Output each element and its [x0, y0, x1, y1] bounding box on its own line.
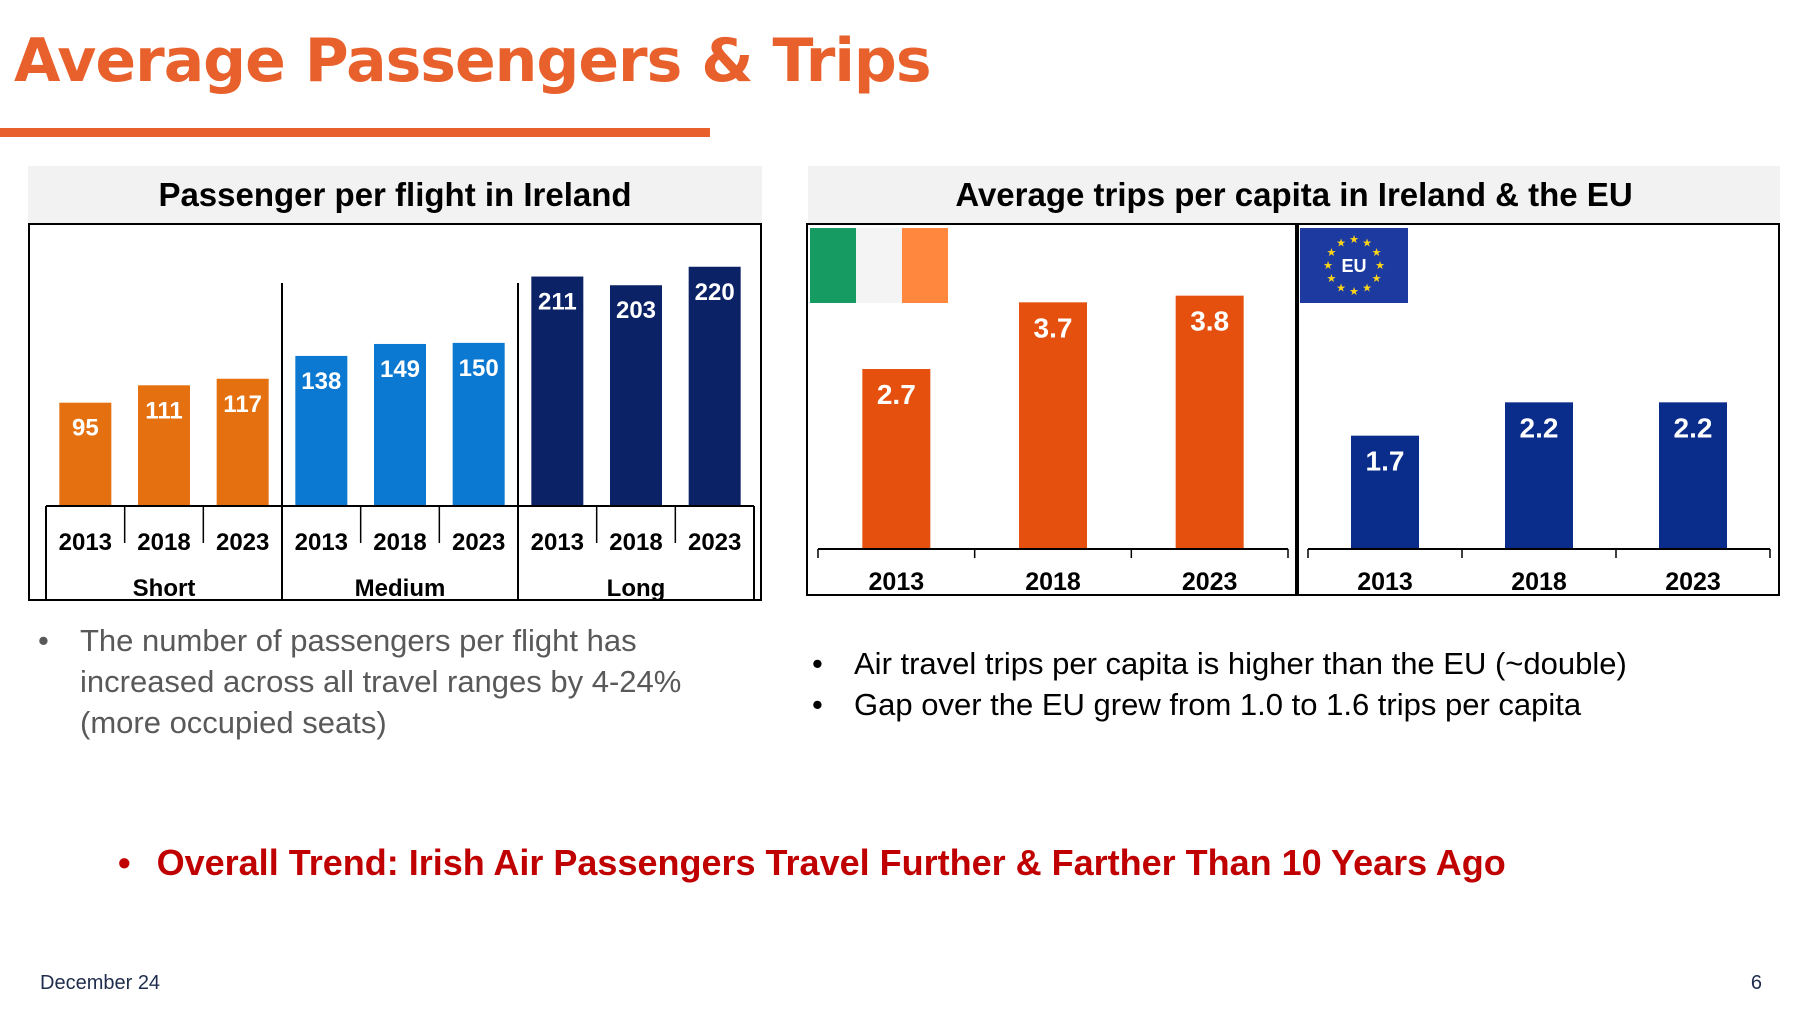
trips-per-capita-chart: 2.7 2013 3.7 2018 3.8 2023 1.7 2013 2.2 2018 2.2 20… — [810, 225, 1771, 596]
eu-flag-star: ★ — [1323, 260, 1333, 272]
bar-label-long-2023: 220 — [695, 279, 735, 306]
eu-flag-star: ★ — [1336, 237, 1346, 249]
ireland-flag-green — [810, 228, 856, 303]
bar-long-2018 — [610, 285, 662, 506]
trend-text: Overall Trend: Irish Air Passengers Trav… — [156, 842, 1506, 883]
tick-label-ireland-2018: 2018 — [1025, 568, 1081, 594]
overall-trend: • Overall Trend: Irish Air Passengers Tra… — [118, 842, 1506, 884]
tick-label-long-2023: 2023 — [688, 529, 741, 556]
tick-label-eu-2013: 2013 — [1357, 568, 1413, 594]
trips-chart-frame: 2.7 2013 3.7 2018 3.8 2023 1.7 2013 2.2 2018 2.2 20… — [806, 223, 1780, 596]
right-panel-heading: Average trips per capita in Ireland & th… — [808, 166, 1780, 223]
left-bullet-list: The number of passengers per flight has … — [38, 620, 758, 743]
ireland-flag-white — [856, 228, 902, 303]
tick-label-short-2018: 2018 — [137, 529, 190, 556]
bar-ireland-2023 — [1175, 295, 1244, 549]
bar-label-long-2013: 211 — [538, 289, 577, 316]
group-label-long: Long — [607, 575, 666, 599]
bar-short-2018 — [138, 385, 190, 506]
eu-flag-star: ★ — [1372, 273, 1382, 285]
page-number: 6 — [1750, 972, 1762, 994]
eu-flag — [1300, 228, 1408, 303]
bar-eu-2013 — [1351, 435, 1419, 549]
bar-label-short-2018: 111 — [145, 397, 182, 424]
eu-flag-star: ★ — [1336, 283, 1346, 295]
right-bullet-1: Air travel trips per capita is higher th… — [812, 643, 1772, 684]
bar-label-short-2013: 95 — [72, 415, 99, 442]
bar-label-eu-2013: 1.7 — [1366, 446, 1405, 477]
bar-long-2023 — [688, 266, 741, 506]
trend-bullet: • — [118, 842, 131, 883]
tick-label-medium-2013: 2013 — [295, 529, 348, 556]
bar-medium-2018 — [374, 343, 426, 506]
tick-label-long-2018: 2018 — [609, 529, 662, 556]
group-label-short: Short — [133, 575, 196, 599]
bar-label-short-2023: 117 — [223, 391, 262, 418]
panel-divider — [1295, 225, 1299, 594]
left-panel-heading: Passenger per flight in Ireland — [28, 166, 762, 223]
tick-label-ireland-2023: 2023 — [1182, 568, 1238, 594]
bar-label-ireland-2023: 3.8 — [1190, 306, 1229, 337]
eu-flag-star: ★ — [1375, 260, 1385, 272]
tick-label-ireland-2013: 2013 — [869, 568, 925, 594]
ireland-flag-orange — [902, 228, 948, 303]
bar-eu-2018 — [1505, 402, 1573, 549]
bar-short-2013 — [59, 402, 112, 506]
right-bullet-2: Gap over the EU grew from 1.0 to 1.6 tri… — [812, 684, 1772, 725]
eu-flag-star: ★ — [1362, 237, 1372, 249]
passengers-chart-frame: 95 2013 111 2018 117 2023 Short 138 2013 149 2018 1… — [28, 223, 762, 602]
tick-label-short-2023: 2023 — [216, 529, 269, 556]
bar-label-eu-2023: 2.2 — [1674, 412, 1713, 443]
tick-label-medium-2023: 2023 — [452, 529, 505, 556]
passengers-per-flight-chart: 95 2013 111 2018 117 2023 Short 138 2013 149 2018 1… — [45, 266, 755, 602]
bar-label-ireland-2018: 3.7 — [1034, 312, 1073, 343]
bar-label-eu-2018: 2.2 — [1520, 412, 1559, 443]
bar-label-ireland-2013: 2.7 — [877, 379, 916, 410]
bar-short-2023 — [216, 378, 269, 506]
bar-label-medium-2018: 149 — [380, 356, 420, 383]
footer-date: December 24 — [40, 972, 161, 994]
tick-label-short-2013: 2013 — [59, 529, 112, 556]
left-bullet-1: The number of passengers per flight has … — [38, 620, 758, 743]
bar-medium-2023 — [452, 342, 505, 506]
tick-label-eu-2023: 2023 — [1665, 568, 1721, 594]
page-title: Average Passengers & Trips — [14, 26, 932, 96]
bar-label-medium-2013: 138 — [301, 368, 341, 395]
eu-flag-star: ★ — [1349, 234, 1359, 246]
bar-long-2013 — [531, 276, 584, 506]
tick-label-long-2013: 2013 — [531, 529, 584, 556]
bar-ireland-2013 — [862, 369, 931, 549]
bar-label-medium-2023: 150 — [459, 355, 499, 382]
title-underline — [0, 128, 710, 137]
tick-label-eu-2018: 2018 — [1511, 568, 1567, 594]
eu-flag-star: ★ — [1327, 273, 1337, 285]
eu-flag-star: ★ — [1349, 286, 1359, 298]
eu-flag-star: ★ — [1372, 247, 1382, 259]
bar-label-long-2018: 203 — [616, 297, 656, 324]
group-label-medium: Medium — [355, 575, 446, 599]
bar-ireland-2018 — [1019, 302, 1087, 549]
eu-flag-star: ★ — [1327, 247, 1337, 259]
tick-label-medium-2018: 2018 — [373, 529, 426, 556]
eu-flag-star: ★ — [1362, 283, 1372, 295]
right-bullet-list: Air travel trips per capita is higher th… — [812, 643, 1772, 725]
bar-medium-2013 — [295, 355, 348, 506]
bar-eu-2023 — [1659, 402, 1727, 549]
eu-flag-label: EU — [1341, 256, 1366, 276]
